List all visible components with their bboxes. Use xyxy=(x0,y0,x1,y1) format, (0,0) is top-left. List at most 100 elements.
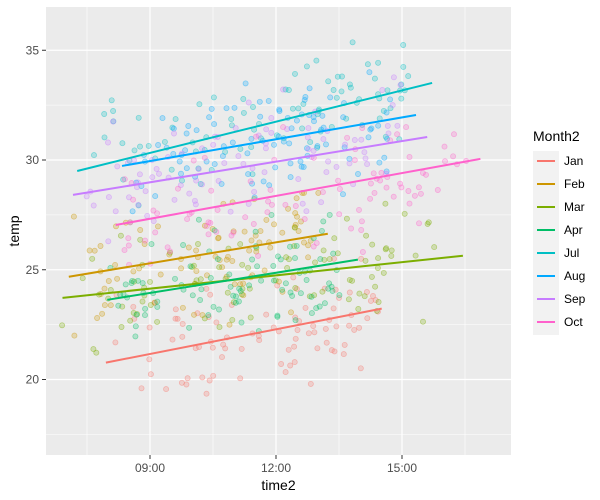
data-point xyxy=(107,302,114,309)
data-point xyxy=(291,224,298,231)
data-point xyxy=(351,137,358,143)
data-point xyxy=(178,170,184,177)
data-point xyxy=(307,139,314,146)
data-point xyxy=(187,263,194,270)
points-aug xyxy=(129,69,394,215)
data-point xyxy=(333,94,340,101)
data-point xyxy=(144,212,151,219)
data-point xyxy=(125,242,132,249)
data-point xyxy=(222,345,229,352)
data-point xyxy=(166,251,173,258)
x-tick-label: 15:00 xyxy=(387,461,417,475)
data-point xyxy=(136,171,143,178)
data-point xyxy=(287,243,293,250)
data-point xyxy=(218,180,225,187)
data-point xyxy=(206,377,213,384)
data-point xyxy=(179,320,186,327)
data-point xyxy=(256,98,263,105)
data-point xyxy=(298,163,305,170)
data-point xyxy=(349,39,356,46)
legend-item-sep: Sep xyxy=(537,292,586,306)
data-point xyxy=(250,104,256,110)
data-point xyxy=(416,220,422,227)
data-point xyxy=(305,125,312,132)
data-point xyxy=(340,351,347,358)
data-point xyxy=(178,379,185,386)
data-point xyxy=(105,139,111,146)
data-point xyxy=(363,232,370,239)
data-point xyxy=(279,286,286,293)
data-point xyxy=(125,235,132,242)
data-point xyxy=(283,254,290,261)
data-point xyxy=(276,106,283,113)
data-point xyxy=(450,153,457,160)
data-point xyxy=(261,169,268,176)
data-point xyxy=(346,289,353,296)
data-point xyxy=(356,324,363,331)
data-point xyxy=(174,315,181,322)
data-point xyxy=(295,228,302,235)
data-point xyxy=(398,95,405,102)
data-point xyxy=(230,229,237,236)
data-point xyxy=(175,185,181,192)
data-point xyxy=(369,241,376,248)
data-point xyxy=(366,69,373,76)
y-axis: 20 25 30 35 xyxy=(26,43,46,387)
data-point xyxy=(313,305,320,312)
points-mar xyxy=(59,200,438,356)
data-point xyxy=(370,170,377,177)
data-point xyxy=(155,142,162,148)
data-point xyxy=(177,182,184,189)
data-point xyxy=(229,258,236,264)
data-point xyxy=(237,288,244,295)
data-point xyxy=(401,210,408,217)
data-point xyxy=(383,245,390,252)
data-point xyxy=(237,375,244,382)
data-point xyxy=(336,294,342,301)
data-point xyxy=(151,299,158,306)
data-point xyxy=(213,319,220,326)
data-point xyxy=(94,315,101,321)
data-point xyxy=(91,152,97,159)
data-point xyxy=(130,268,137,275)
data-point xyxy=(262,145,269,152)
data-point xyxy=(282,201,289,208)
legend-item-jan: Jan xyxy=(537,154,583,168)
data-point xyxy=(101,302,108,309)
data-point xyxy=(71,332,78,339)
data-point xyxy=(203,390,210,397)
data-point xyxy=(228,232,235,239)
fit-line-jul xyxy=(76,81,433,172)
data-point xyxy=(331,235,338,242)
data-point xyxy=(199,374,206,381)
data-point xyxy=(132,333,139,340)
data-point xyxy=(122,281,129,288)
data-point xyxy=(228,301,235,308)
data-point xyxy=(364,161,371,168)
data-point xyxy=(252,228,259,235)
data-point xyxy=(146,324,153,331)
data-point xyxy=(191,197,198,204)
data-point xyxy=(204,272,210,279)
data-point xyxy=(193,127,200,134)
data-point xyxy=(211,227,218,234)
data-point xyxy=(355,171,361,177)
data-point xyxy=(298,218,304,225)
x-axis: 09:00 12:00 15:00 xyxy=(135,455,417,475)
data-point xyxy=(383,184,390,191)
legend-item-aug: Aug xyxy=(537,269,585,283)
data-point xyxy=(304,134,311,141)
data-point xyxy=(320,136,327,143)
legend-label: Feb xyxy=(564,177,585,191)
data-point xyxy=(382,246,389,253)
data-point xyxy=(79,275,86,282)
data-point xyxy=(292,210,299,217)
data-point xyxy=(301,216,308,223)
data-point xyxy=(193,247,200,254)
legend-label: Mar xyxy=(564,200,585,214)
data-point xyxy=(169,336,176,343)
data-point xyxy=(302,94,309,100)
data-point xyxy=(263,311,270,318)
data-point xyxy=(313,240,320,247)
data-point xyxy=(201,315,208,322)
